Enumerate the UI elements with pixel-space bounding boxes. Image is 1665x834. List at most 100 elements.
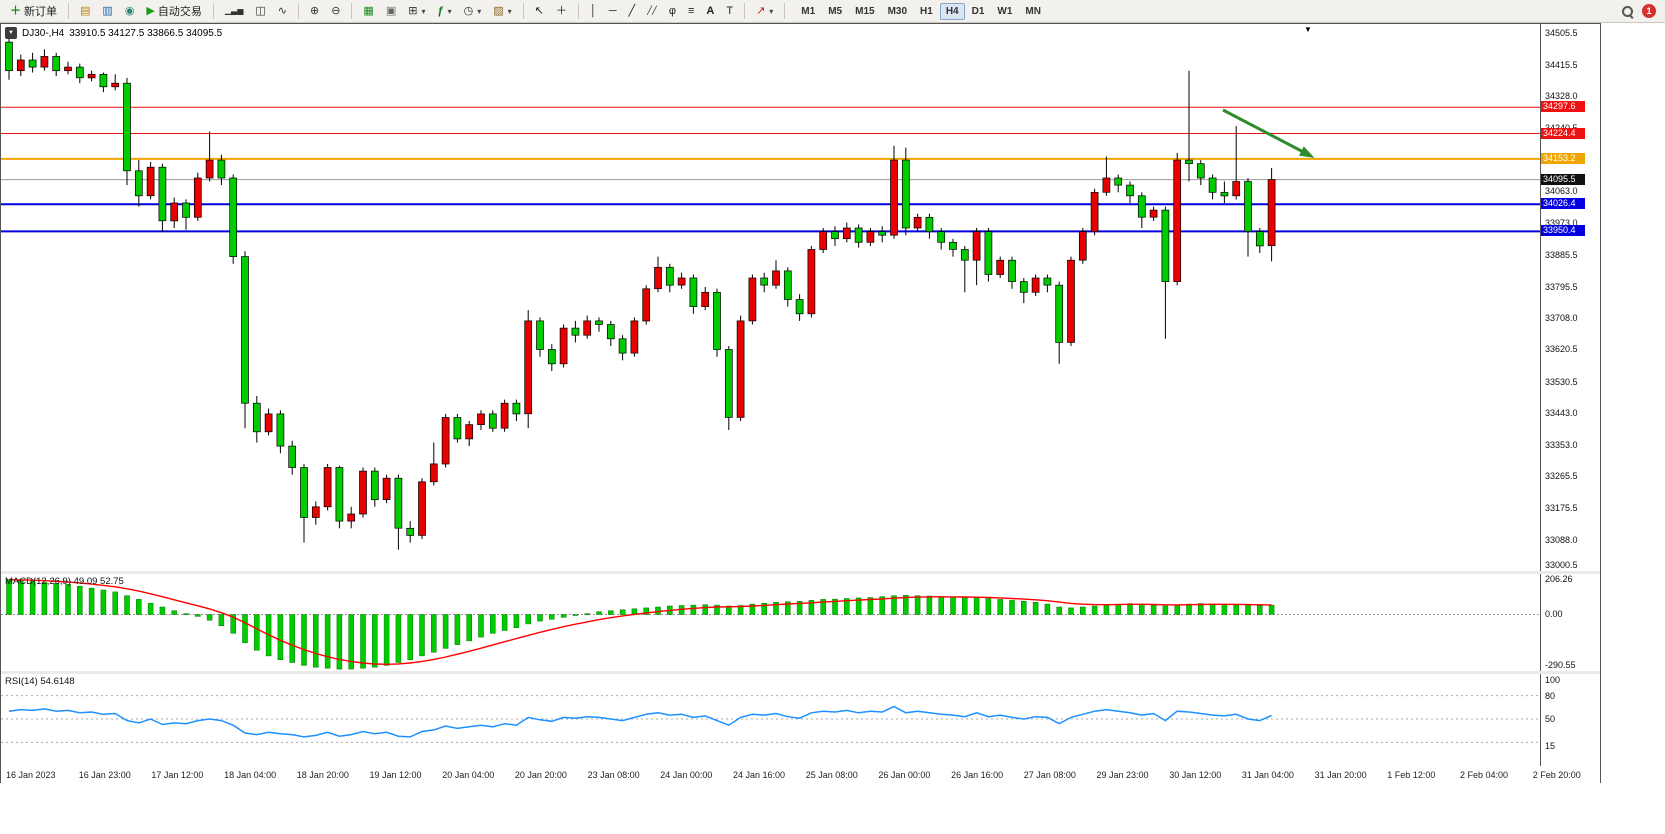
price-tick: 33000.5	[1545, 560, 1578, 570]
time-tick: 29 Jan 23:00	[1096, 770, 1149, 780]
rsi-axis[interactable]: 100 80 50 15	[1541, 674, 1600, 766]
price-tick: 33885.5	[1545, 249, 1578, 260]
macd-chart[interactable]	[1, 574, 1541, 671]
time-tick: 16 Jan 23:00	[78, 770, 131, 780]
line-chart-button[interactable]: ∿	[273, 2, 292, 21]
zoom-out-button[interactable]: ⊖	[326, 2, 345, 21]
arrows-button[interactable]: ↗ ▾	[751, 2, 778, 21]
tile-windows-button[interactable]: ▦	[358, 2, 378, 21]
cycle-lines-icon: ≡	[687, 4, 695, 17]
tile-windows-icon: ▦	[363, 4, 374, 17]
price-level-tag: 33950.4	[1541, 225, 1585, 237]
auto-trading-button[interactable]: ▶ 自动交易	[141, 2, 206, 21]
cursor-icon: ↖	[534, 4, 544, 17]
macd-indicator-label: MACD(12,26,9) 49.09 52.75	[5, 576, 124, 587]
timeframe-h1[interactable]: H1	[920, 5, 933, 17]
candlestick-chart-button[interactable]: ◫	[250, 2, 270, 21]
timeframe-m15[interactable]: M15	[855, 5, 875, 17]
toolbar-right: 1	[1621, 4, 1660, 18]
text-button[interactable]: A	[701, 2, 719, 21]
crosshair-button[interactable]: ＋	[551, 2, 572, 21]
time-tick: 17 Jan 12:00	[151, 770, 204, 780]
crosshair-icon: ＋	[555, 4, 567, 17]
chart-header: ▼ DJ30-,H4 33910.5 34127.5 33866.5 34095…	[5, 27, 222, 39]
ohlc-values-label: 33910.5 34127.5 33866.5 34095.5	[69, 27, 223, 39]
price-level-tag: 34153.2	[1541, 152, 1585, 164]
price-chart-plot[interactable]: ▼ DJ30-,H4 33910.5 34127.5 33866.5 34095…	[1, 24, 1541, 571]
channel-button[interactable]: ╱╱	[642, 2, 662, 21]
macd-axis[interactable]: 206.26 0.00 -290.55	[1541, 574, 1600, 671]
timeframe-d1[interactable]: D1	[971, 5, 985, 17]
notifications-badge[interactable]: 1	[1642, 4, 1656, 18]
time-tick: 24 Jan 16:00	[733, 770, 786, 780]
rsi-tick: 80	[1545, 690, 1556, 701]
market-watch-button[interactable]: ◉	[120, 2, 140, 21]
timeframe-m5[interactable]: M5	[828, 5, 843, 17]
time-axis[interactable]: 16 Jan 2023 16 Jan 23:00 17 Jan 12:00 18 Ja…	[1, 766, 1600, 784]
time-periods-button[interactable]: ◷ ▾	[459, 2, 487, 21]
main-chart-panel: ▼ DJ30-,H4 33910.5 34127.5 33866.5 34095…	[1, 24, 1600, 571]
charts-button[interactable]: ▤	[75, 2, 95, 21]
candlestick-chart[interactable]	[1, 24, 1541, 571]
profiles-button[interactable]: ▥	[97, 2, 117, 21]
chart-shift-marker[interactable]: ▼	[1304, 25, 1312, 34]
timeframe-m30[interactable]: M30	[887, 5, 908, 17]
vertical-line-button[interactable]: │	[585, 2, 602, 21]
caret-down-icon: ▾	[769, 6, 774, 16]
zoom-in-button[interactable]: ⊕	[305, 2, 324, 21]
toolbar-separator	[68, 3, 69, 19]
toolbar-separator	[784, 3, 786, 19]
cascade-windows-button[interactable]: ▣	[381, 2, 401, 21]
macd-plot[interactable]: MACD(12,26,9) 49.09 52.75	[1, 574, 1541, 671]
timeframe-group: M1 M5 M15 M30 H1 H4 D1 W1 MN	[795, 2, 1047, 20]
symbol-dropdown-toggle[interactable]: ▼	[5, 27, 17, 39]
timeframe-w1[interactable]: W1	[997, 5, 1013, 17]
search-icon[interactable]	[1621, 5, 1634, 18]
macd-tick: 206.26	[1545, 574, 1573, 584]
clock-icon: ◷	[463, 4, 474, 17]
price-tick: 34415.5	[1545, 60, 1578, 71]
templates-button[interactable]: ▨ ▾	[488, 2, 516, 21]
text-label-button[interactable]: T	[721, 2, 738, 21]
timeframe-m1[interactable]: M1	[801, 5, 816, 17]
macd-tick: -290.55	[1545, 660, 1576, 670]
indicators-icon: ƒ	[437, 4, 444, 17]
time-tick: 18 Jan 20:00	[296, 770, 349, 780]
profiles-icon: ▥	[102, 4, 113, 17]
timeframe-h4[interactable]: H4	[939, 2, 965, 20]
time-tick: 2 Feb 04:00	[1460, 770, 1509, 780]
time-tick: 20 Jan 20:00	[514, 770, 567, 780]
new-chart-button[interactable]: ⊞ ▾	[403, 2, 430, 21]
trendline-button[interactable]: ╱	[624, 2, 641, 21]
caret-down-icon: ▼	[8, 30, 14, 36]
panel-splitter[interactable]	[1, 571, 1600, 574]
caret-down-icon: ▾	[507, 6, 512, 16]
cursor-button[interactable]: ↖	[530, 2, 549, 21]
price-axis[interactable]: 34505.534415.534328.034240.534150.534063…	[1541, 24, 1600, 571]
indicators-button[interactable]: ƒ ▾	[432, 2, 456, 21]
fibonacci-button[interactable]: φ	[664, 2, 681, 21]
new-order-button[interactable]: ＋新订单	[5, 2, 62, 21]
charts-grid-icon: ▤	[80, 4, 91, 17]
time-tick: 27 Jan 08:00	[1023, 770, 1076, 780]
rsi-plot[interactable]: RSI(14) 54.6148	[1, 674, 1541, 766]
price-tick: 33530.5	[1545, 376, 1578, 387]
bar-chart-button[interactable]: ▁▃▅	[220, 2, 248, 21]
panel-splitter[interactable]	[1, 671, 1600, 674]
cascade-windows-icon: ▣	[385, 4, 397, 17]
horizontal-line-button[interactable]: ─	[604, 2, 622, 21]
price-tick: 33443.0	[1545, 407, 1578, 418]
rsi-panel: RSI(14) 54.6148 100 80 50 15	[1, 674, 1600, 766]
price-level-tag: 34297.6	[1541, 101, 1585, 113]
caret-down-icon: ▾	[447, 6, 452, 16]
caret-down-icon: ▾	[421, 6, 426, 16]
rsi-chart[interactable]	[1, 674, 1541, 766]
time-tick: 18 Jan 04:00	[224, 770, 277, 780]
arrow-tool-icon: ↗	[756, 4, 766, 17]
toolbar-separator	[212, 3, 214, 19]
auto-trading-label: 自动交易	[157, 6, 202, 18]
timeframe-mn[interactable]: MN	[1025, 5, 1041, 17]
market-watch-icon: ◉	[124, 4, 135, 17]
cycle-lines-button[interactable]: ≡	[683, 2, 699, 21]
chart-window: ▼ DJ30-,H4 33910.5 34127.5 33866.5 34095…	[0, 23, 1601, 784]
